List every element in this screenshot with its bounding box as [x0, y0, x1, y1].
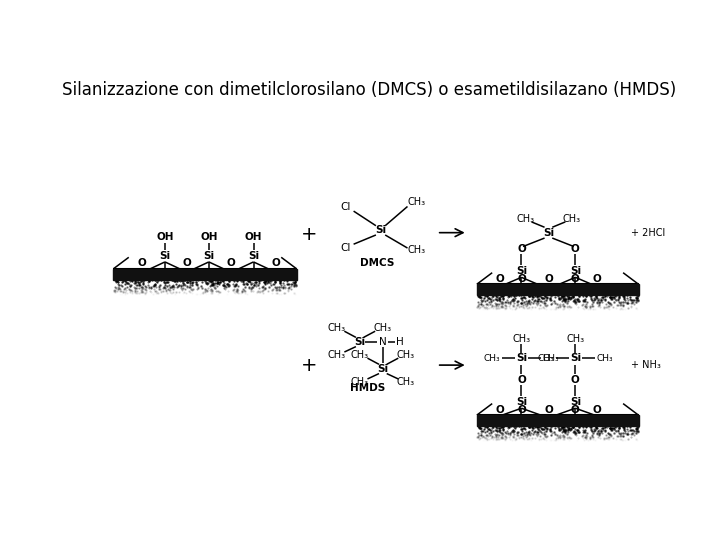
Text: CH₃: CH₃ [408, 245, 426, 254]
Text: CH₃: CH₃ [397, 377, 415, 387]
Text: O: O [571, 244, 580, 254]
Text: CH₃: CH₃ [351, 377, 369, 387]
Text: CH₃: CH₃ [567, 334, 585, 344]
Text: O: O [495, 274, 504, 284]
Text: CH₃: CH₃ [351, 350, 369, 360]
Text: O: O [271, 259, 280, 268]
Text: CH₃: CH₃ [542, 354, 559, 363]
Text: Silanizzazione con dimetilclorosilano (DMCS) o esametildisilazano (HMDS): Silanizzazione con dimetilclorosilano (D… [62, 81, 676, 99]
Text: Cl: Cl [341, 243, 351, 253]
Text: + NH₃: + NH₃ [631, 360, 661, 370]
Text: O: O [544, 274, 553, 284]
Text: Si: Si [516, 266, 527, 276]
Text: O: O [593, 274, 601, 284]
Text: O: O [517, 274, 526, 284]
Text: +: + [301, 356, 318, 375]
Text: O: O [138, 259, 146, 268]
Text: O: O [571, 405, 580, 415]
Text: + 2HCl: + 2HCl [631, 228, 665, 238]
Text: Si: Si [543, 228, 554, 238]
Text: O: O [517, 405, 526, 415]
Text: +: + [301, 225, 318, 244]
Text: CH₃: CH₃ [408, 197, 426, 207]
Text: CH₃: CH₃ [328, 323, 346, 333]
Text: Cl: Cl [341, 202, 351, 212]
Text: N: N [379, 337, 387, 347]
Text: H: H [396, 337, 404, 347]
Text: CH₃: CH₃ [328, 350, 346, 360]
Text: Si: Si [354, 337, 365, 347]
Text: O: O [227, 259, 235, 268]
Text: DMCS: DMCS [359, 259, 394, 268]
Text: OH: OH [156, 232, 174, 241]
Text: Si: Si [248, 251, 259, 261]
Text: O: O [182, 259, 191, 268]
Text: O: O [544, 405, 553, 415]
Text: Si: Si [570, 397, 581, 407]
Text: O: O [571, 274, 580, 284]
Bar [477, 284, 639, 295]
Text: OH: OH [245, 232, 262, 241]
Text: Si: Si [516, 397, 527, 407]
Text: CH₃: CH₃ [538, 354, 554, 363]
Text: OH: OH [200, 232, 217, 241]
Text: Si: Si [203, 251, 215, 261]
Text: O: O [517, 375, 526, 384]
Text: CH₃: CH₃ [374, 323, 392, 333]
Text: CH₃: CH₃ [513, 334, 531, 344]
Text: Si: Si [159, 251, 171, 261]
Text: O: O [495, 405, 504, 415]
Bar [113, 269, 297, 280]
Text: HMDS: HMDS [350, 383, 385, 393]
Text: Si: Si [516, 353, 527, 363]
Text: O: O [593, 405, 601, 415]
Text: CH₃: CH₃ [596, 354, 613, 363]
Text: Si: Si [570, 353, 581, 363]
Text: CH₃: CH₃ [516, 214, 534, 224]
Text: CH₃: CH₃ [397, 350, 415, 360]
Text: Si: Si [377, 364, 388, 374]
Text: CH₃: CH₃ [484, 354, 500, 363]
Bar [477, 415, 639, 426]
Text: O: O [571, 375, 580, 384]
Text: CH₃: CH₃ [562, 214, 580, 224]
Text: Si: Si [570, 266, 581, 276]
Text: Si: Si [375, 225, 386, 235]
Text: O: O [517, 244, 526, 254]
